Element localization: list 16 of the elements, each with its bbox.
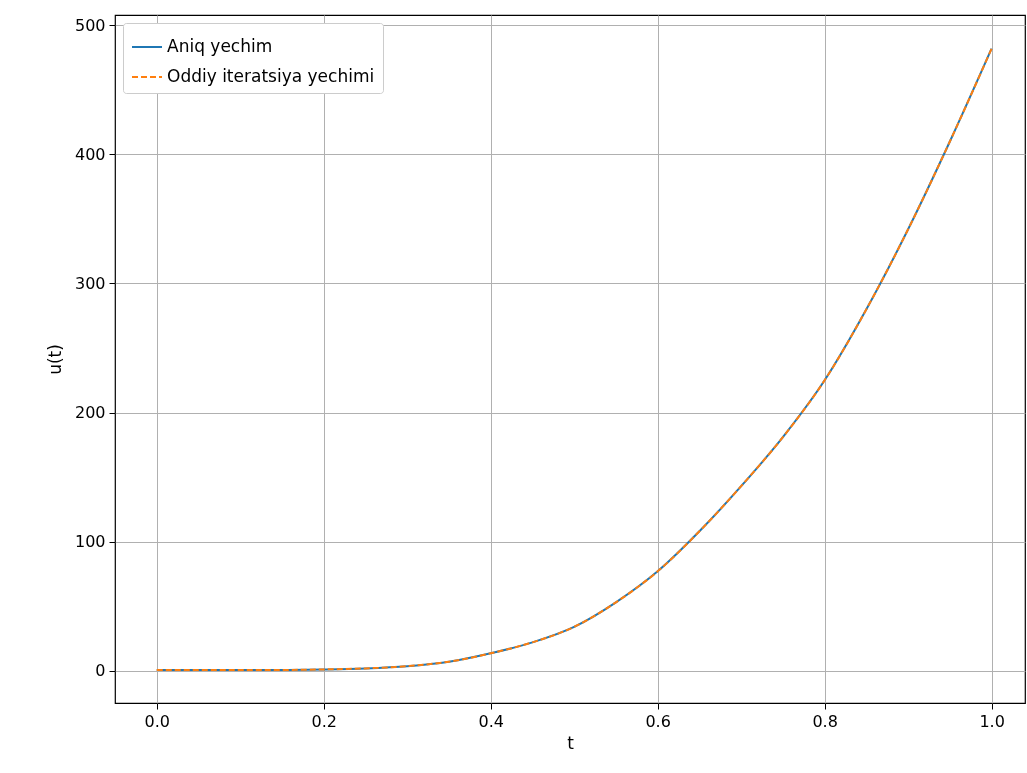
legend-label: Oddiy iteratsiya yechimi bbox=[167, 66, 375, 86]
y-tick-label: 0 bbox=[95, 661, 106, 681]
x-axis-title: t bbox=[567, 732, 575, 753]
y-tick-label: 200 bbox=[74, 403, 106, 423]
x-tick-label: 1.0 bbox=[979, 711, 1005, 731]
y-axis-title: u(t) bbox=[44, 344, 65, 375]
y-tick-label: 500 bbox=[74, 15, 106, 35]
legend-label: Aniq yechim bbox=[167, 36, 273, 56]
x-tick-label: 0.6 bbox=[645, 711, 671, 731]
y-tick-label: 400 bbox=[74, 144, 106, 164]
x-tick-label: 0.4 bbox=[478, 711, 504, 731]
x-tick-label: 0.0 bbox=[144, 711, 170, 731]
x-tick-label: 0.8 bbox=[812, 711, 838, 731]
x-tick-label: 0.2 bbox=[311, 711, 337, 731]
y-tick-label: 300 bbox=[74, 273, 106, 293]
y-tick-label: 100 bbox=[74, 532, 106, 552]
